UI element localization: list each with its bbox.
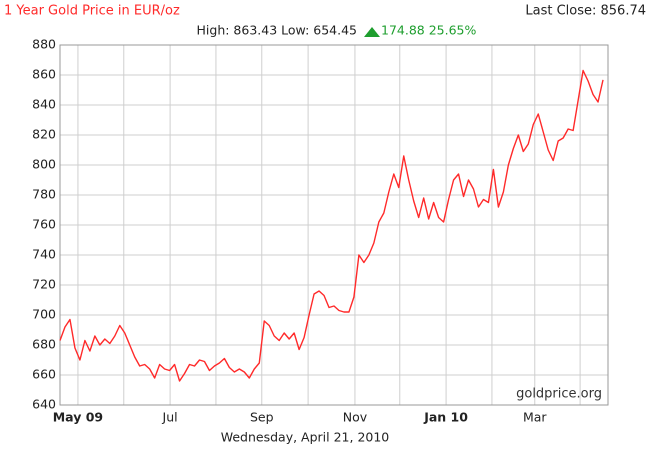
x-tick-label: May 09 bbox=[53, 410, 103, 425]
y-tick-label: 840 bbox=[32, 97, 56, 112]
chart-title: 1 Year Gold Price in EUR/oz bbox=[4, 4, 180, 19]
high-low: High: 863.43 Low: 654.45 bbox=[197, 23, 357, 38]
last-close: Last Close: 856.74 bbox=[525, 4, 646, 19]
x-tick-label: Nov bbox=[343, 410, 368, 425]
y-tick-label: 660 bbox=[32, 367, 56, 382]
y-tick-label: 780 bbox=[32, 187, 56, 202]
date-label: Wednesday, April 21, 2010 bbox=[221, 430, 390, 445]
y-tick-label: 820 bbox=[32, 127, 56, 142]
plot-frame bbox=[59, 44, 609, 406]
price-line bbox=[59, 69, 604, 382]
x-tick-label: Jan 10 bbox=[423, 410, 468, 425]
y-tick-label: 800 bbox=[32, 157, 56, 172]
y-tick-label: 720 bbox=[32, 277, 56, 292]
y-tick-label: 860 bbox=[32, 67, 56, 82]
x-tick-label: Jul bbox=[162, 410, 178, 425]
y-tick-label: 740 bbox=[32, 247, 56, 262]
y-tick-label: 640 bbox=[32, 397, 56, 412]
y-tick-label: 680 bbox=[32, 337, 56, 352]
x-tick-label: Sep bbox=[250, 410, 274, 425]
y-tick-label: 700 bbox=[32, 307, 56, 322]
x-tick-label: Mar bbox=[523, 410, 547, 425]
change: 174.88 25.65% bbox=[381, 23, 476, 38]
y-tick-label: 880 bbox=[32, 37, 56, 52]
up-arrow bbox=[364, 27, 380, 37]
y-tick-label: 760 bbox=[32, 217, 56, 232]
watermark: goldprice.org bbox=[516, 387, 602, 402]
